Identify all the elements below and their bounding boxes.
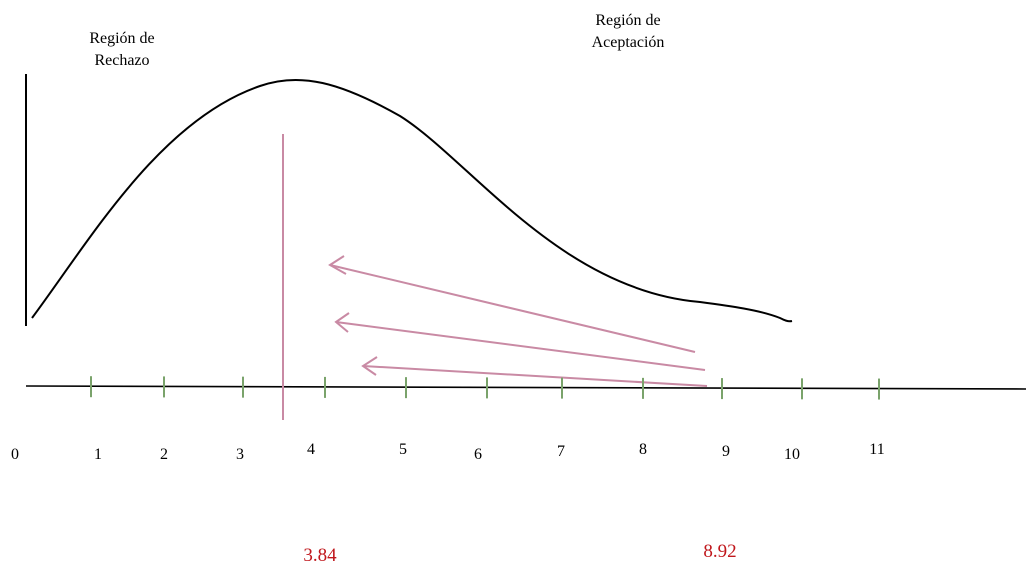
tick-label-11: 11 (869, 441, 885, 458)
tick-label-6: 6 (474, 446, 482, 463)
critical-value-label: 3.84 (303, 545, 337, 566)
tick-label-8: 8 (639, 441, 647, 458)
acceptance-label-line1: Región de (595, 12, 661, 29)
arrow-middle (334, 312, 706, 371)
arrow-bottom (361, 356, 708, 387)
arrow-top (328, 255, 696, 353)
rejection-region-label: Región de Rechazo (52, 28, 192, 72)
tick-label-1: 1 (94, 446, 102, 463)
rejection-label-line2: Rechazo (94, 52, 150, 69)
tick-label-7: 7 (557, 443, 565, 460)
tick-label-10: 10 (784, 446, 800, 463)
tick-label-9: 9 (722, 443, 730, 460)
tick-label-3: 3 (236, 446, 244, 463)
tick-label-5: 5 (399, 441, 407, 458)
axis-ticks (90, 376, 880, 400)
acceptance-region-label: Región de Aceptación (558, 10, 698, 54)
tick-label-0: 0 (11, 446, 19, 463)
test-statistic-label: 8.92 (703, 541, 737, 562)
tick-label-2: 2 (160, 446, 168, 463)
rejection-label-line1: Región de (89, 30, 155, 47)
tick-label-4: 4 (307, 441, 315, 458)
horizontal-axis (25, 385, 1027, 390)
density-curve (31, 78, 793, 323)
acceptance-label-line2: Aceptación (591, 34, 665, 51)
